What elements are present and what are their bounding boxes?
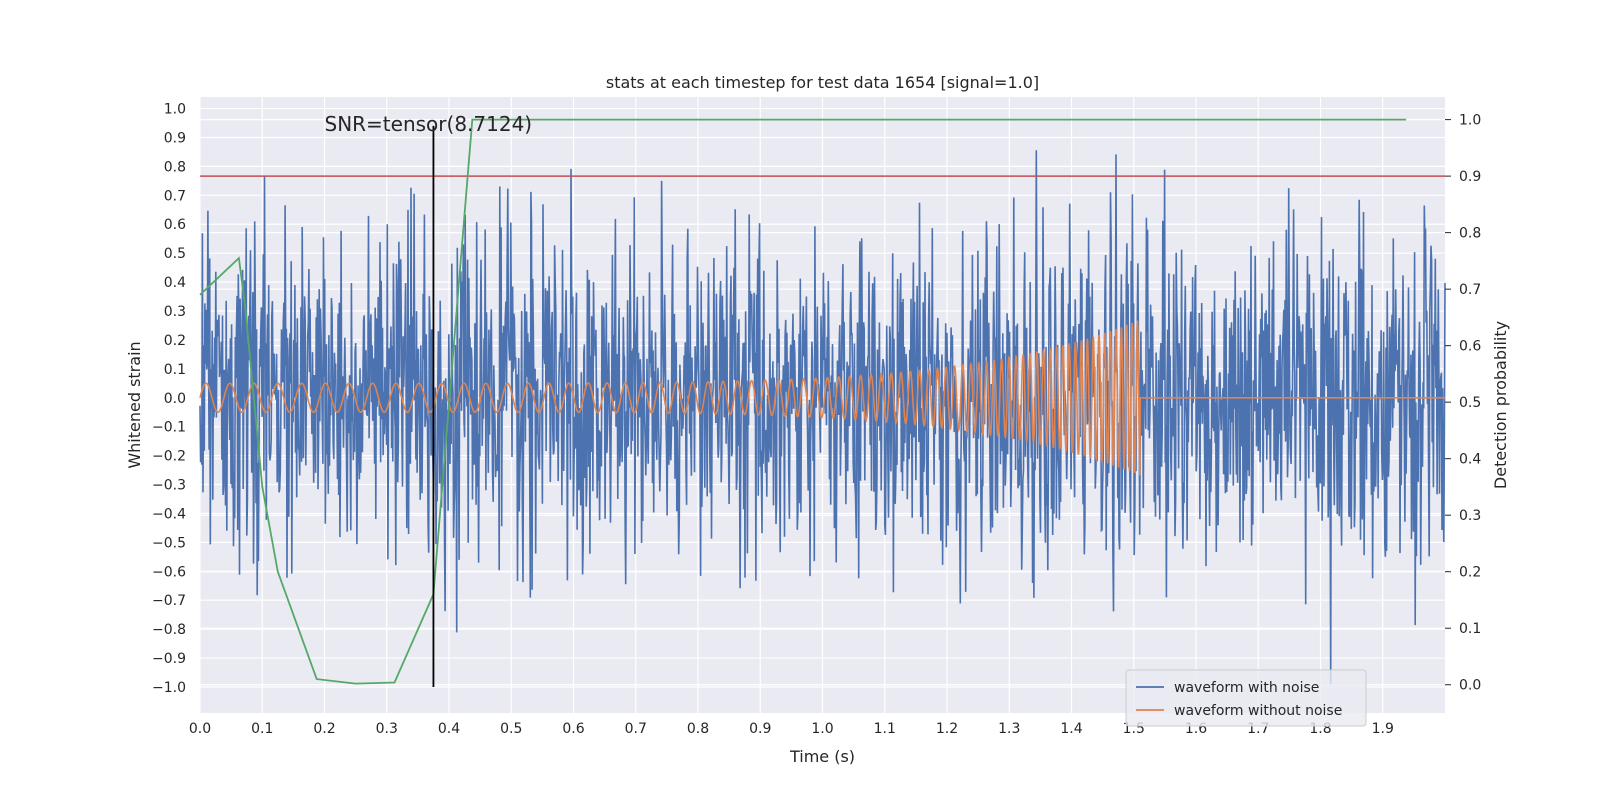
- y-tick-label: 0.9: [164, 130, 186, 146]
- y-tick-label: −0.8: [152, 622, 186, 638]
- y2-tick-label: 0.0: [1459, 678, 1481, 694]
- legend: waveform with noise waveform without noi…: [1125, 669, 1367, 727]
- x-tick-label: 0.5: [500, 721, 522, 737]
- y-tick-label: 0.5: [164, 246, 186, 262]
- y-tick-label: −0.3: [152, 478, 186, 494]
- y2-tick-label: 0.9: [1459, 169, 1481, 185]
- x-axis-label: Time (s): [789, 747, 855, 766]
- y2-tick-label: 0.1: [1459, 621, 1481, 637]
- x-tick-label: 0.6: [562, 721, 584, 737]
- y-tick-label: −0.6: [152, 564, 186, 580]
- x-tick-label: 1.0: [811, 721, 833, 737]
- y2-tick-label: 0.7: [1459, 282, 1481, 298]
- y-tick-label: 0.1: [164, 362, 186, 378]
- y2-tick-label: 0.5: [1459, 395, 1481, 411]
- x-tick-label: 1.1: [874, 721, 896, 737]
- x-tick-label: 0.8: [687, 721, 709, 737]
- y-tick-label: 0.2: [164, 333, 186, 349]
- x-tick-label: 1.2: [936, 721, 958, 737]
- y-tick-label: −0.5: [152, 535, 186, 551]
- snr-annotation: SNR=tensor(8.7124): [325, 112, 533, 136]
- y-tick-label: 0.4: [164, 275, 186, 291]
- y-tick-label: 0.6: [164, 217, 186, 233]
- y2-tick-label: 0.8: [1459, 226, 1481, 242]
- series-layer: [199, 118, 1446, 687]
- y-tick-label: −1.0: [152, 680, 186, 696]
- y-tick-label: −0.7: [152, 593, 186, 609]
- x-tick-label: 1.4: [1060, 721, 1082, 737]
- y2-tick-label: 0.3: [1459, 508, 1481, 524]
- y-tick-label: 0.7: [164, 188, 186, 204]
- y2-tick-label: 1.0: [1459, 113, 1481, 129]
- x-tick-label: 0.3: [376, 721, 398, 737]
- y-tick-label: 0.3: [164, 304, 186, 320]
- x-tick-label: 0.7: [625, 721, 647, 737]
- y-tick-label: 0.0: [164, 391, 186, 407]
- y-tick-labels: −1.0 −0.9 −0.8 −0.7 −0.6 −0.5 −0.4 −0.3 −0.2 −0.1…: [152, 102, 186, 696]
- x-tick-label: 0.9: [749, 721, 771, 737]
- y-tick-label: −0.2: [152, 449, 186, 465]
- chart-title: stats at each timestep for test data 165…: [606, 73, 1039, 92]
- legend-label-clean: waveform without noise: [1174, 703, 1342, 719]
- series-line-noise: [199, 150, 1446, 685]
- y2-axis-label: Detection probability: [1491, 321, 1510, 489]
- y2-tick-labels: 0.0 0.1 0.2 0.3 0.4 0.5 0.6 0.7 0.8 0.9 1.0: [1445, 113, 1481, 694]
- x-tick-label: 1.9: [1372, 721, 1394, 737]
- y-tick-label: 1.0: [164, 102, 186, 118]
- y2-tick-label: 0.6: [1459, 339, 1481, 355]
- y-tick-label: −0.1: [152, 420, 186, 436]
- legend-label-noise: waveform with noise: [1174, 680, 1319, 696]
- series-line-clean: [199, 320, 1445, 476]
- y-axis-label: Whitened strain: [125, 341, 144, 468]
- y-tick-label: −0.9: [152, 651, 186, 667]
- y-tick-label: 0.8: [164, 159, 186, 175]
- y2-tick-label: 0.4: [1459, 452, 1481, 468]
- x-tick-label: 0.4: [438, 721, 460, 737]
- y-tick-label: −0.4: [152, 506, 186, 522]
- x-tick-label: 0.1: [251, 721, 273, 737]
- legend-box: [1125, 669, 1367, 727]
- series-line-probability: [199, 118, 1407, 685]
- x-tick-label: 1.3: [998, 721, 1020, 737]
- x-tick-label: 0.2: [313, 721, 335, 737]
- x-tick-label: 0.0: [189, 721, 211, 737]
- y2-tick-label: 0.2: [1459, 565, 1481, 581]
